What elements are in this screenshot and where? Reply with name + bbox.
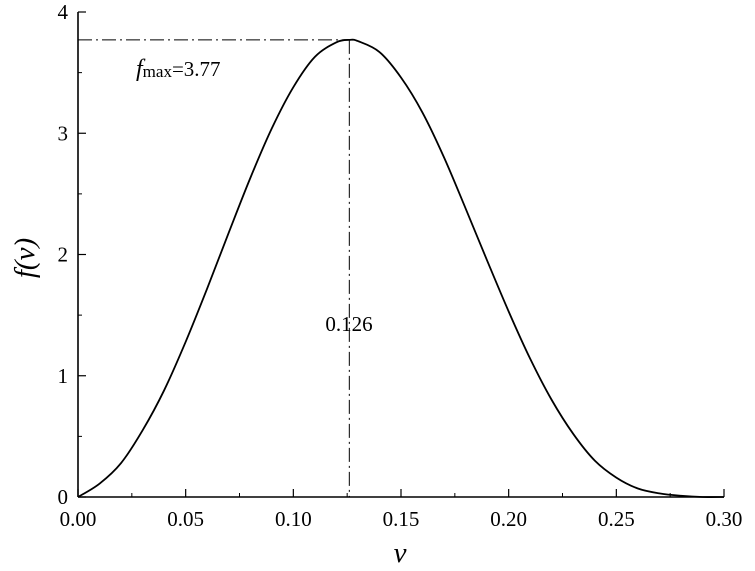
fmax-annotation-value: =3.77	[172, 57, 221, 81]
x-tick-label: 0.00	[60, 507, 97, 531]
plot-area	[77, 38, 725, 498]
tick-labels: 0.00 0.05 0.10 0.15 0.20 0.25 0.30 0 1 2 3 4	[58, 0, 743, 531]
y-axis-title-var: (v)	[9, 238, 41, 270]
x-tick-label: 0.15	[383, 507, 420, 531]
fmax-annotation: fmax=3.77	[136, 56, 221, 82]
x-axis-title: v	[394, 537, 407, 569]
fmax-annotation-f: f	[136, 56, 146, 82]
y-tick-label: 3	[58, 121, 69, 145]
x-tick-label: 0.10	[275, 507, 312, 531]
fmax-annotation-sub: max	[143, 62, 173, 81]
y-tick-label: 2	[58, 243, 69, 267]
x-tick-label: 0.05	[167, 507, 204, 531]
x-tick-label: 0.30	[706, 507, 743, 531]
x-tick-label: 0.20	[490, 507, 527, 531]
y-tick-label: 1	[58, 364, 69, 388]
y-tick-label: 0	[58, 485, 69, 509]
peak-x-annotation: 0.126	[325, 312, 372, 336]
series-line	[77, 38, 725, 498]
y-tick-label: 4	[58, 0, 69, 24]
x-tick-label: 0.25	[598, 507, 635, 531]
axes	[77, 11, 725, 498]
y-axis-title: f(v)	[9, 238, 41, 278]
